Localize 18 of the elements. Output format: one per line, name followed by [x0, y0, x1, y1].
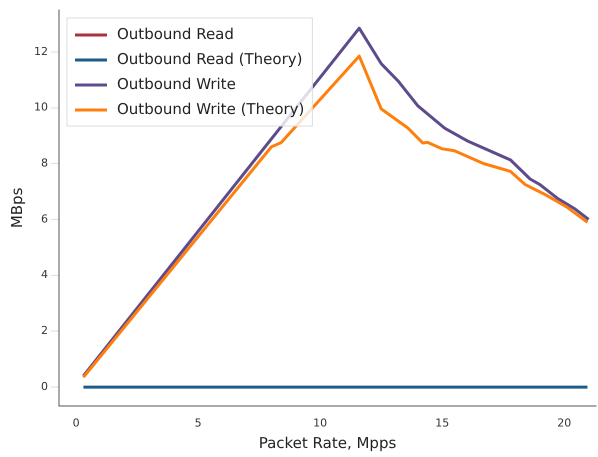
legend-label: Outbound Write [116, 74, 236, 93]
legend-label: Outbound Write (Theory) [116, 100, 304, 118]
y-axis-title: MBps [8, 187, 26, 228]
x-tick-label: 10 [313, 416, 328, 430]
y-tick-label: 10 [34, 100, 48, 114]
y-tick-label: 0 [40, 380, 48, 393]
x-axis-title: Packet Rate, Mpps [258, 434, 396, 452]
y-tick-label: 2 [40, 324, 48, 338]
x-tick-label: 20 [557, 416, 572, 430]
x-tick-label: 0 [72, 416, 80, 430]
y-tick-label: 4 [40, 268, 48, 282]
legend-label: Outbound Read (Theory) [116, 50, 302, 68]
legend-label: Outbound Read [116, 24, 234, 43]
y-tick-label: 12 [34, 44, 48, 58]
y-tick-label: 6 [40, 212, 48, 226]
y-tick-label: 8 [40, 156, 48, 170]
x-tick-label: 5 [194, 416, 202, 430]
x-tick-label: 15 [435, 416, 450, 430]
